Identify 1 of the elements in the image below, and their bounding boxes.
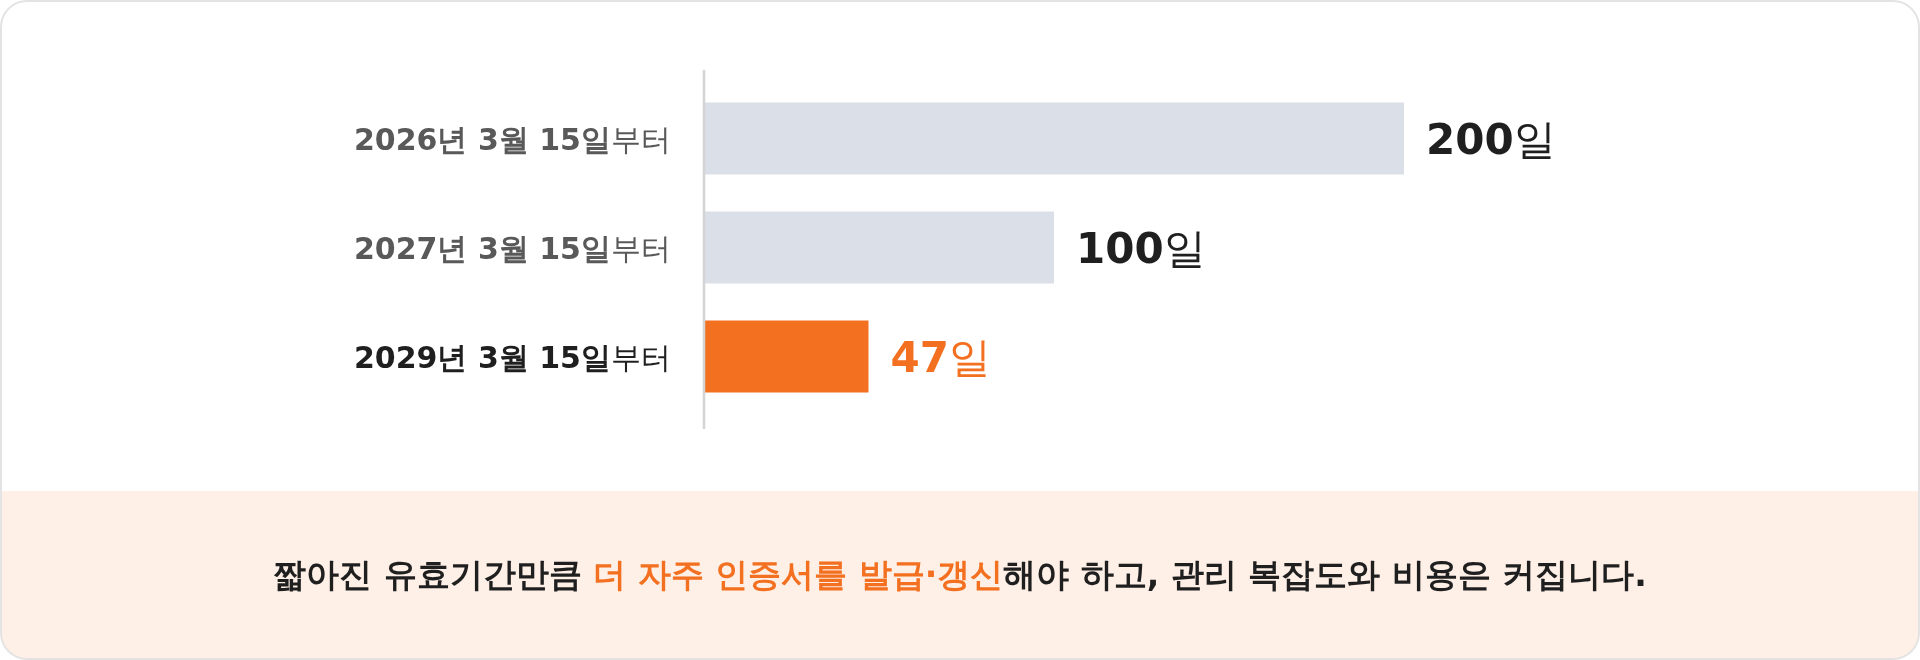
- annotation: 짧아진 유효기간만큼 더 자주 인증서를 발급·갱신해야 하고, 관리 복잡도와 비용은 커집니다.: [273, 555, 1647, 594]
